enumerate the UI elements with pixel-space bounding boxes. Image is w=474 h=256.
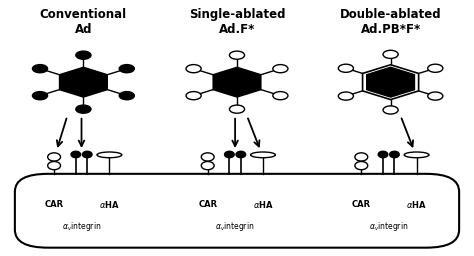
Ellipse shape [390, 151, 399, 157]
Ellipse shape [229, 105, 245, 113]
Text: $\alpha_v$integrin: $\alpha_v$integrin [62, 220, 101, 233]
Ellipse shape [236, 151, 246, 157]
Ellipse shape [383, 106, 398, 114]
Ellipse shape [378, 151, 388, 157]
Text: Single-ablated
Ad.F*: Single-ablated Ad.F* [189, 8, 285, 36]
Ellipse shape [48, 153, 61, 161]
Ellipse shape [97, 152, 122, 158]
Polygon shape [367, 67, 414, 97]
Ellipse shape [71, 151, 81, 157]
Text: $\alpha$HA: $\alpha$HA [99, 199, 120, 210]
Ellipse shape [201, 162, 214, 170]
Ellipse shape [273, 65, 288, 73]
Text: Double-ablated
Ad.PB*F*: Double-ablated Ad.PB*F* [340, 8, 441, 36]
Ellipse shape [76, 105, 91, 113]
Text: $\alpha$HA: $\alpha$HA [406, 199, 427, 210]
Text: CAR: CAR [198, 200, 217, 209]
Polygon shape [60, 67, 107, 97]
Ellipse shape [338, 64, 354, 72]
Text: $\alpha$HA: $\alpha$HA [253, 199, 273, 210]
Ellipse shape [338, 92, 354, 100]
Ellipse shape [76, 51, 91, 59]
Ellipse shape [225, 151, 234, 157]
Ellipse shape [404, 152, 429, 158]
Text: Conventional
Ad: Conventional Ad [40, 8, 127, 36]
Ellipse shape [32, 65, 47, 73]
Ellipse shape [186, 65, 201, 73]
Text: CAR: CAR [45, 200, 64, 209]
Ellipse shape [82, 151, 92, 157]
Ellipse shape [201, 153, 214, 161]
Ellipse shape [119, 65, 134, 73]
Ellipse shape [229, 51, 245, 59]
Ellipse shape [428, 64, 443, 72]
Ellipse shape [355, 153, 368, 161]
Text: $\alpha_v$integrin: $\alpha_v$integrin [215, 220, 255, 233]
Ellipse shape [273, 92, 288, 100]
Ellipse shape [186, 92, 201, 100]
FancyBboxPatch shape [15, 174, 459, 248]
Ellipse shape [355, 162, 368, 170]
Ellipse shape [251, 152, 275, 158]
Text: $\alpha_v$integrin: $\alpha_v$integrin [369, 220, 409, 233]
Ellipse shape [48, 162, 61, 170]
Ellipse shape [32, 92, 47, 100]
Polygon shape [213, 67, 261, 97]
Polygon shape [363, 65, 419, 100]
Text: CAR: CAR [352, 200, 371, 209]
Ellipse shape [428, 92, 443, 100]
Ellipse shape [119, 92, 134, 100]
Ellipse shape [383, 50, 398, 58]
